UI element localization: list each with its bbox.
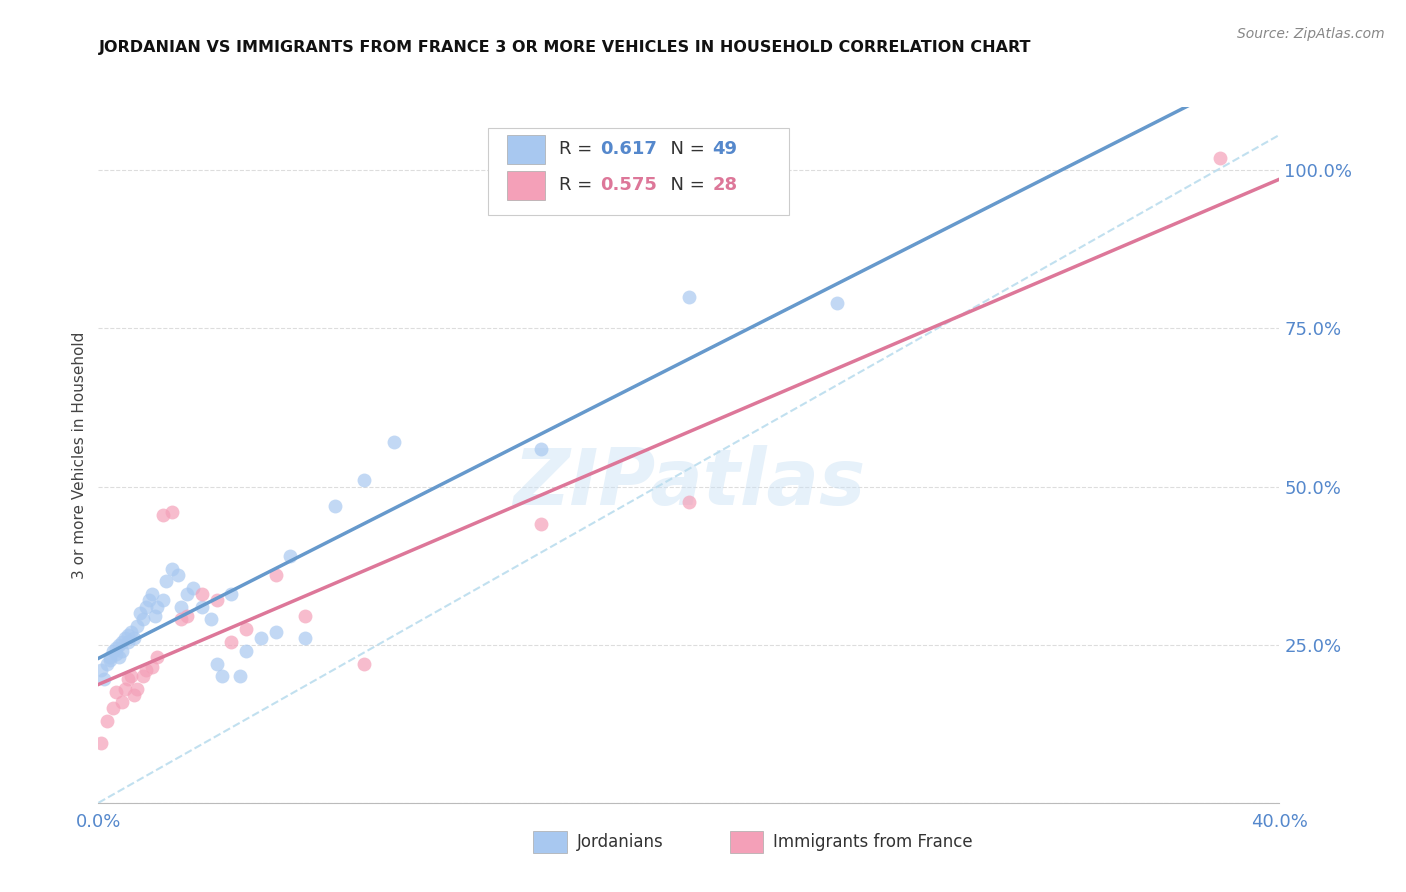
Point xyxy=(678,495,700,509)
Point xyxy=(122,688,145,702)
Point xyxy=(323,499,346,513)
Point xyxy=(219,634,242,648)
Point xyxy=(135,599,157,614)
Point xyxy=(98,650,121,665)
Point xyxy=(93,673,115,687)
Point xyxy=(205,657,228,671)
Point xyxy=(143,609,166,624)
Point xyxy=(219,587,242,601)
Point xyxy=(114,632,136,646)
Point xyxy=(382,435,405,450)
Point xyxy=(132,669,155,683)
Point xyxy=(176,609,198,624)
Text: 28: 28 xyxy=(713,177,738,194)
Point xyxy=(141,587,163,601)
Point xyxy=(264,568,287,582)
Text: 0.575: 0.575 xyxy=(600,177,657,194)
Point xyxy=(117,628,139,642)
Point xyxy=(117,673,139,687)
Point xyxy=(125,618,148,632)
Point xyxy=(678,290,700,304)
Text: R =: R = xyxy=(560,140,598,159)
Point xyxy=(530,442,553,456)
Point xyxy=(132,612,155,626)
Point xyxy=(96,714,118,728)
Point xyxy=(152,508,174,522)
Point xyxy=(205,593,228,607)
Text: JORDANIAN VS IMMIGRANTS FROM FRANCE 3 OR MORE VEHICLES IN HOUSEHOLD CORRELATION : JORDANIAN VS IMMIGRANTS FROM FRANCE 3 OR… xyxy=(98,40,1031,55)
Text: N =: N = xyxy=(659,140,711,159)
Point xyxy=(294,609,316,624)
Point xyxy=(825,296,848,310)
Text: ZIPatlas: ZIPatlas xyxy=(513,445,865,521)
Point xyxy=(162,562,183,576)
Point xyxy=(108,650,131,665)
Y-axis label: 3 or more Vehicles in Household: 3 or more Vehicles in Household xyxy=(72,331,87,579)
Point xyxy=(108,638,131,652)
Point xyxy=(1209,151,1232,165)
Text: Jordanians: Jordanians xyxy=(576,833,664,851)
Point xyxy=(120,669,142,683)
Text: 49: 49 xyxy=(713,140,738,159)
Point xyxy=(167,568,190,582)
Point xyxy=(135,663,157,677)
Point xyxy=(264,625,287,640)
Point xyxy=(105,647,128,661)
Point xyxy=(235,644,257,658)
Point xyxy=(125,681,148,696)
Point xyxy=(103,644,125,658)
Point xyxy=(191,587,214,601)
Point xyxy=(146,599,169,614)
Point xyxy=(353,473,375,487)
Point xyxy=(141,660,163,674)
FancyBboxPatch shape xyxy=(508,135,546,164)
Text: R =: R = xyxy=(560,177,598,194)
Point xyxy=(128,606,150,620)
Point xyxy=(170,599,193,614)
Point xyxy=(530,517,553,532)
Point xyxy=(120,625,142,640)
FancyBboxPatch shape xyxy=(508,171,546,200)
Point xyxy=(170,612,193,626)
Point xyxy=(353,657,375,671)
Point xyxy=(181,581,204,595)
Point xyxy=(229,669,252,683)
Point xyxy=(155,574,177,589)
Point xyxy=(191,599,214,614)
Point xyxy=(138,593,160,607)
Text: Immigrants from France: Immigrants from France xyxy=(773,833,973,851)
Point xyxy=(146,650,169,665)
Point xyxy=(111,634,134,648)
Point xyxy=(122,632,145,646)
Text: Source: ZipAtlas.com: Source: ZipAtlas.com xyxy=(1237,27,1385,41)
Point xyxy=(111,695,134,709)
Point xyxy=(111,644,134,658)
Point xyxy=(294,632,316,646)
Point xyxy=(117,634,139,648)
Point xyxy=(152,593,174,607)
Point xyxy=(90,736,112,750)
Point xyxy=(250,632,273,646)
Point xyxy=(98,653,121,667)
Point xyxy=(278,549,302,563)
Point xyxy=(96,657,118,671)
Point xyxy=(114,681,136,696)
FancyBboxPatch shape xyxy=(488,128,789,215)
Text: N =: N = xyxy=(659,177,711,194)
Text: 0.617: 0.617 xyxy=(600,140,657,159)
Point xyxy=(105,685,128,699)
Point xyxy=(103,701,125,715)
Point xyxy=(90,663,112,677)
Point xyxy=(105,640,128,655)
Point xyxy=(162,505,183,519)
Point xyxy=(200,612,222,626)
Point xyxy=(235,622,257,636)
Point xyxy=(211,669,233,683)
Point xyxy=(176,587,198,601)
